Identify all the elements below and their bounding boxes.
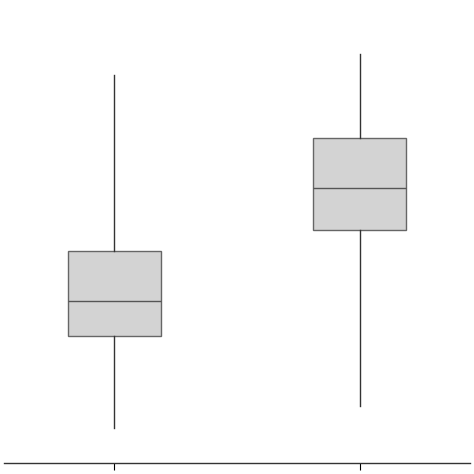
PathPatch shape [313, 138, 406, 230]
PathPatch shape [68, 251, 161, 336]
